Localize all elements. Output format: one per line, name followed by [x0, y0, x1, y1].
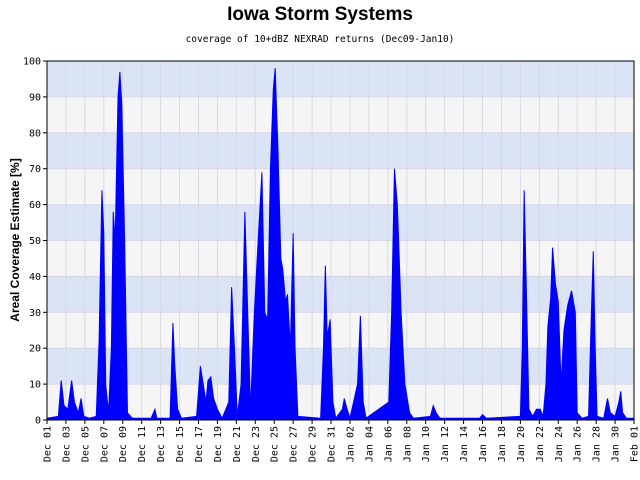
- x-tick-label: Jan 06: [383, 426, 394, 462]
- y-tick-label: 70: [29, 164, 41, 175]
- y-tick-label: 30: [29, 308, 41, 319]
- y-tick-label: 20: [29, 344, 41, 355]
- y-tick-label: 40: [29, 272, 41, 283]
- y-tick-label: 10: [29, 380, 41, 391]
- background-band: [47, 61, 634, 97]
- x-tick-label: Jan 10: [421, 426, 432, 462]
- x-tick-label: Dec 23: [251, 426, 262, 462]
- y-axis-label: Areal Coverage Estimate [%]: [8, 158, 22, 321]
- chart-title: Iowa Storm Systems: [227, 4, 413, 25]
- y-tick-label: 0: [35, 416, 41, 427]
- x-tick-label: Jan 16: [478, 426, 489, 462]
- coverage-area: [46, 68, 635, 421]
- x-tick-label: Feb 01: [630, 426, 640, 462]
- y-tick-label: 80: [29, 128, 41, 139]
- x-tick-label: Jan 24: [554, 426, 565, 462]
- x-tick-label: Jan 30: [611, 426, 622, 462]
- x-tick-label: Dec 05: [80, 426, 91, 462]
- background-band: [47, 348, 634, 385]
- background-band: [47, 204, 634, 241]
- x-tick-label: Jan 18: [497, 426, 508, 462]
- x-tick-label: Jan 28: [592, 426, 603, 462]
- x-tick-label: Dec 31: [327, 426, 338, 462]
- background-band: [47, 168, 634, 205]
- background-band: [47, 276, 634, 313]
- x-tick-label: Dec 17: [194, 426, 205, 462]
- background-band: [47, 240, 634, 277]
- y-tick-label: 100: [23, 57, 41, 68]
- y-tick-label: 60: [29, 200, 41, 211]
- x-tick-label: Dec 19: [213, 426, 224, 462]
- x-tick-label: Dec 11: [137, 426, 148, 462]
- x-tick-label: Dec 07: [99, 426, 110, 462]
- x-tick-label: Dec 29: [308, 426, 319, 462]
- background-band: [47, 132, 634, 169]
- x-tick-label: Jan 02: [345, 426, 356, 462]
- x-tick-label: Dec 15: [175, 426, 186, 462]
- x-tick-label: Jan 12: [440, 426, 451, 462]
- plot-frame: [46, 60, 635, 421]
- x-tick-label: Jan 04: [364, 426, 375, 462]
- y-tick-label: 50: [29, 236, 41, 247]
- background-band: [47, 96, 634, 133]
- x-tick-label: Dec 25: [270, 426, 281, 462]
- x-tick-label: Dec 21: [232, 426, 243, 462]
- background-band: [47, 312, 634, 349]
- x-tick-label: Dec 09: [118, 426, 129, 462]
- x-tick-label: Jan 08: [402, 426, 413, 462]
- x-tick-label: Dec 03: [61, 426, 72, 462]
- x-tick-label: Jan 22: [535, 426, 546, 462]
- x-tick-label: Dec 27: [289, 426, 300, 462]
- y-tick-label: 90: [29, 92, 41, 103]
- x-tick-label: Jan 14: [459, 426, 470, 462]
- x-tick-label: Dec 01: [43, 426, 54, 462]
- x-tick-label: Jan 26: [573, 426, 584, 462]
- chart-subtitle: coverage of 10+dBZ NEXRAD returns (Dec09…: [186, 34, 455, 45]
- x-tick-label: Dec 13: [156, 426, 167, 462]
- x-tick-label: Jan 20: [516, 426, 527, 462]
